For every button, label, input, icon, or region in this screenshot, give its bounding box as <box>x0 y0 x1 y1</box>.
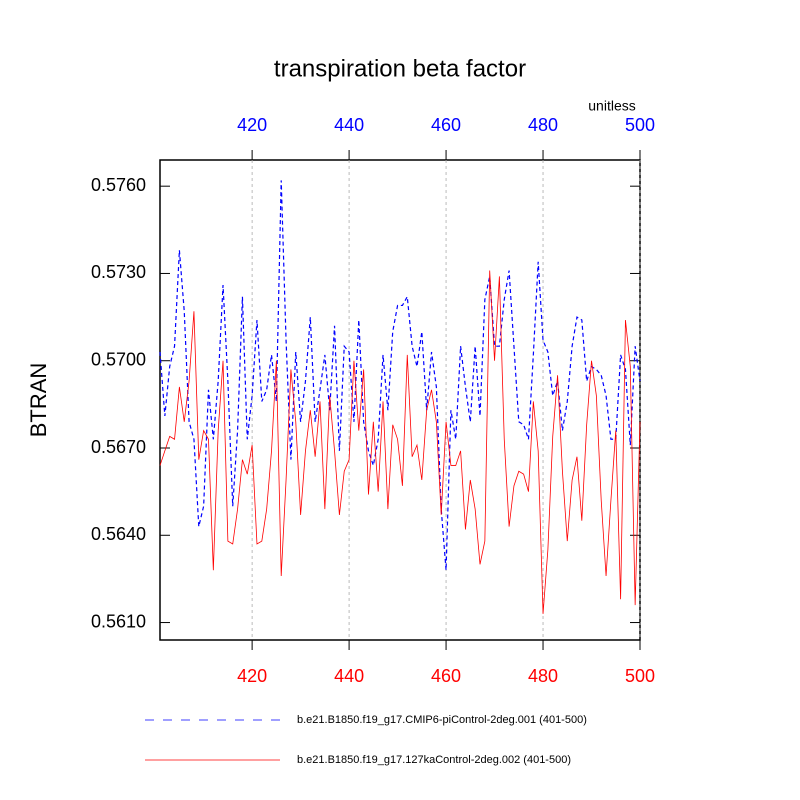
series-line <box>159 270 641 614</box>
x-tick-label-bottom: 420 <box>237 666 267 686</box>
y-tick-label: 0.5700 <box>91 349 146 369</box>
x-tick-label-top: 440 <box>334 115 364 135</box>
y-tick-label: 0.5730 <box>91 262 146 282</box>
x-tick-label-bottom: 480 <box>528 666 558 686</box>
x-tick-label-top: 420 <box>237 115 267 135</box>
y-tick-label: 0.5640 <box>91 524 146 544</box>
x-tick-label-top: 460 <box>431 115 461 135</box>
x-tick-label-bottom: 460 <box>431 666 461 686</box>
x-tick-label-bottom: 500 <box>625 666 655 686</box>
x-tick-label-bottom: 440 <box>334 666 364 686</box>
y-tick-label: 0.5610 <box>91 611 146 631</box>
chart-title: transpiration beta factor <box>274 55 526 82</box>
units-label: unitless <box>588 98 635 114</box>
legend-label: b.e21.B1850.f19_g17.CMIP6-piControl-2deg… <box>297 714 587 726</box>
x-tick-label-top: 480 <box>528 115 558 135</box>
series-line <box>159 180 641 571</box>
x-tick-label-top: 500 <box>625 115 655 135</box>
y-axis-label: BTRAN <box>26 363 51 438</box>
y-tick-label: 0.5760 <box>91 175 146 195</box>
y-tick-label: 0.5670 <box>91 437 146 457</box>
legend-label: b.e21.B1850.f19_g17.127kaControl-2deg.00… <box>297 754 571 766</box>
